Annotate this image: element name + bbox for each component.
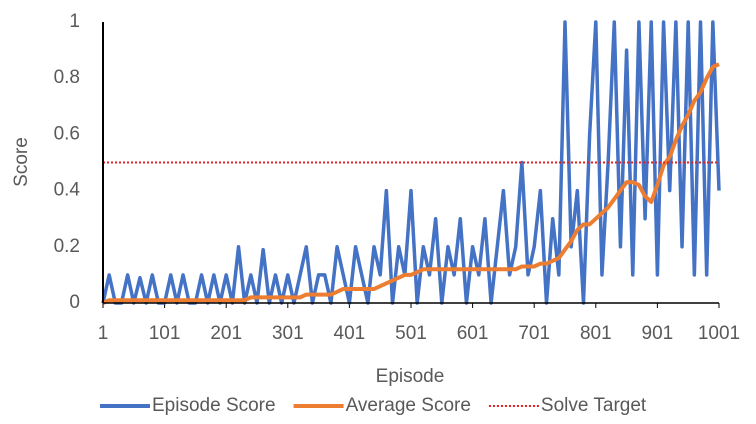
legend-label: Solve Target xyxy=(541,395,647,416)
x-tick-label: 101 xyxy=(149,323,181,344)
x-tick-label: 201 xyxy=(210,323,242,344)
y-tick-label: 0.8 xyxy=(54,67,80,88)
series-line xyxy=(101,20,721,305)
legend-label: Episode Score xyxy=(152,395,276,416)
x-tick-label: 301 xyxy=(272,323,304,344)
x-tick-label: 801 xyxy=(580,323,612,344)
x-tick-label: 701 xyxy=(518,323,550,344)
legend-label: Average Score xyxy=(346,395,471,416)
y-tick-label: 0.4 xyxy=(54,180,81,201)
y-axis-title: Score xyxy=(11,137,32,187)
series-line xyxy=(102,62,720,305)
x-tick-label: 1001 xyxy=(698,323,740,344)
x-tick-label: 601 xyxy=(457,323,489,344)
x-axis-title: Episode xyxy=(376,366,445,387)
x-tick-label: 1 xyxy=(98,323,109,344)
y-tick-label: 0.2 xyxy=(54,236,80,257)
x-tick-label: 401 xyxy=(334,323,366,344)
y-tick-label: 0 xyxy=(69,292,80,313)
x-tick-label: 901 xyxy=(642,323,674,344)
y-tick-label: 1 xyxy=(69,11,80,32)
y-tick-label: 0.6 xyxy=(54,123,80,144)
x-tick-label: 501 xyxy=(395,323,427,344)
